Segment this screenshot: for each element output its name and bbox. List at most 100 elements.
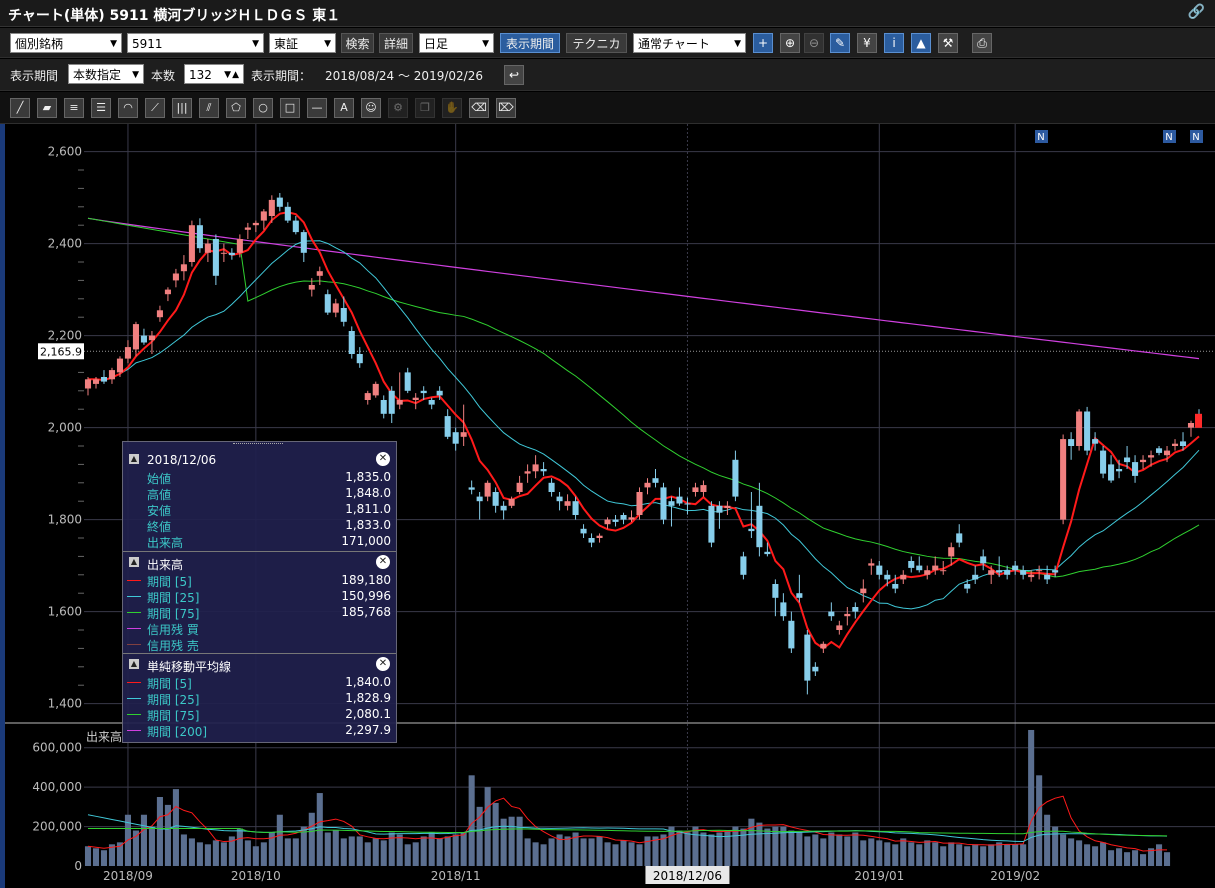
volume-ma5-line <box>87 795 1168 852</box>
candle-body <box>1028 574 1035 578</box>
zoom-in-icon[interactable]: ⊕ <box>780 33 800 53</box>
news-marker-label: N <box>1037 132 1044 143</box>
crosshair-icon[interactable]: + <box>753 33 773 53</box>
price-tick-label: 1,800 <box>48 513 82 527</box>
popup-key: 期間 [25] <box>147 591 200 605</box>
count-stepper[interactable]: 132 ▼ ▲ <box>184 64 244 84</box>
smile-icon[interactable]: ☺ <box>361 98 381 118</box>
data-window[interactable]: ▲ 2018/12/06 ✕ 始値 1,835.0 高値 1,848.0 安値 1,811… <box>122 441 397 743</box>
link-icon[interactable]: 🔗 <box>1187 4 1205 20</box>
candle-body <box>396 400 403 405</box>
candle-body <box>212 239 219 276</box>
candle-body <box>316 271 323 276</box>
ruler-icon[interactable]: ▰ <box>37 98 57 118</box>
divider <box>123 653 396 654</box>
copy-icon[interactable]: ❐ <box>415 98 435 118</box>
volume-bar <box>188 838 195 866</box>
hand-icon[interactable]: ✋ <box>442 98 462 118</box>
candle-body <box>1187 423 1195 428</box>
volume-bar <box>1076 840 1083 866</box>
technical-button[interactable]: テクニカル <box>566 33 627 71</box>
volume-bar <box>820 838 827 866</box>
zoom-out-icon[interactable]: ⊖ <box>804 33 824 53</box>
volume-bar <box>508 816 515 866</box>
volume-bar <box>1132 850 1139 866</box>
eraser-icon[interactable]: ⌫ <box>469 98 489 118</box>
candle-body <box>508 498 515 506</box>
trendline-icon[interactable]: ╱ <box>10 98 30 118</box>
candle-body <box>100 377 108 382</box>
popup-key: 始値 <box>147 472 172 486</box>
candle-body <box>484 482 491 497</box>
volume-bar <box>276 814 283 866</box>
volume-bar <box>372 838 379 866</box>
settings-gear-icon[interactable]: ⚙ <box>388 98 408 118</box>
pitchfork-icon[interactable]: ⫽ <box>199 98 219 118</box>
interval-select[interactable]: 日足 ▼ <box>419 33 494 53</box>
pentagon-icon[interactable]: ⬠ <box>226 98 246 118</box>
chevron-down-icon: ▼ <box>482 39 489 49</box>
eraser-all-icon[interactable]: ⌦ <box>496 98 516 118</box>
close-icon[interactable]: ✕ <box>376 452 390 466</box>
series-swatch <box>127 628 141 629</box>
popup-value: 1,828.9 <box>345 691 391 705</box>
volume-bar <box>892 844 899 866</box>
drag-handle[interactable] <box>233 443 283 447</box>
code-input[interactable]: 5911 ▼ <box>127 33 264 53</box>
print-icon[interactable]: ⎙ <box>972 33 992 53</box>
volume-bar <box>1156 844 1163 866</box>
vertical-lines-icon[interactable]: ||| <box>172 98 192 118</box>
volume-bar <box>764 828 771 866</box>
refresh-icon[interactable]: ↩ <box>504 65 524 85</box>
wrench-icon[interactable]: ⚒ <box>938 33 958 53</box>
arc-icon[interactable]: ◠ <box>118 98 138 118</box>
price-chart[interactable]: 2,600 2,400 2,200 2,000 1,800 1,600 1,400 2,165… <box>0 124 1215 888</box>
candle-body <box>780 602 787 617</box>
fibonacci-icon[interactable]: ☰ <box>91 98 111 118</box>
volume-bar <box>420 836 427 866</box>
close-icon[interactable]: ✕ <box>376 555 390 569</box>
circle-icon[interactable]: ○ <box>253 98 273 118</box>
period-mode-select[interactable]: 本数指定 ▼ <box>68 64 144 84</box>
info-icon[interactable]: i <box>884 33 904 53</box>
candle-body <box>420 390 427 394</box>
close-icon[interactable]: ✕ <box>376 657 390 671</box>
candle-body <box>948 547 955 557</box>
detail-button[interactable]: 詳細 <box>379 33 413 53</box>
candle-body <box>604 519 611 525</box>
collapse-icon[interactable]: ▲ <box>129 557 139 567</box>
series-swatch <box>127 714 141 715</box>
yen-icon[interactable]: ¥ <box>857 33 877 53</box>
candle-body <box>1068 439 1075 446</box>
volume-bar <box>804 836 811 866</box>
volume-bar <box>460 832 467 866</box>
candle-body <box>972 574 979 580</box>
area-chart-icon[interactable]: ▲ <box>911 33 931 53</box>
popup-value: 1,833.0 <box>345 518 391 532</box>
pencil-icon[interactable]: ✎ <box>830 33 850 53</box>
candle-body <box>1148 455 1155 458</box>
security-type-select[interactable]: 個別銘柄 ▼ <box>10 33 122 53</box>
volume-bar <box>852 832 859 866</box>
text-icon[interactable]: A <box>334 98 354 118</box>
rectangle-icon[interactable]: □ <box>280 98 300 118</box>
collapse-icon[interactable]: ▲ <box>129 454 139 464</box>
market-select[interactable]: 東証 ▼ <box>269 33 336 53</box>
candle-body <box>1084 411 1091 451</box>
collapse-icon[interactable]: ▲ <box>129 659 139 669</box>
candle-body <box>588 538 595 543</box>
candle-body <box>908 561 915 568</box>
volume-bar <box>84 846 92 866</box>
horizontal-line-icon[interactable]: — <box>307 98 327 118</box>
period-button[interactable]: 表示期間 <box>500 33 560 53</box>
candle-body <box>1020 570 1027 575</box>
horizontal-lines-icon[interactable]: ≡ <box>64 98 84 118</box>
fan-icon[interactable]: ⟋ <box>145 98 165 118</box>
date-tick-label: 2018/10 <box>231 869 281 883</box>
volume-bar <box>684 832 691 866</box>
candle-body <box>460 432 467 437</box>
chart-type-select[interactable]: 通常チャート ▼ <box>633 33 746 53</box>
candle-body <box>732 459 739 497</box>
search-button[interactable]: 検索 <box>341 33 374 53</box>
candle-body <box>156 310 163 318</box>
